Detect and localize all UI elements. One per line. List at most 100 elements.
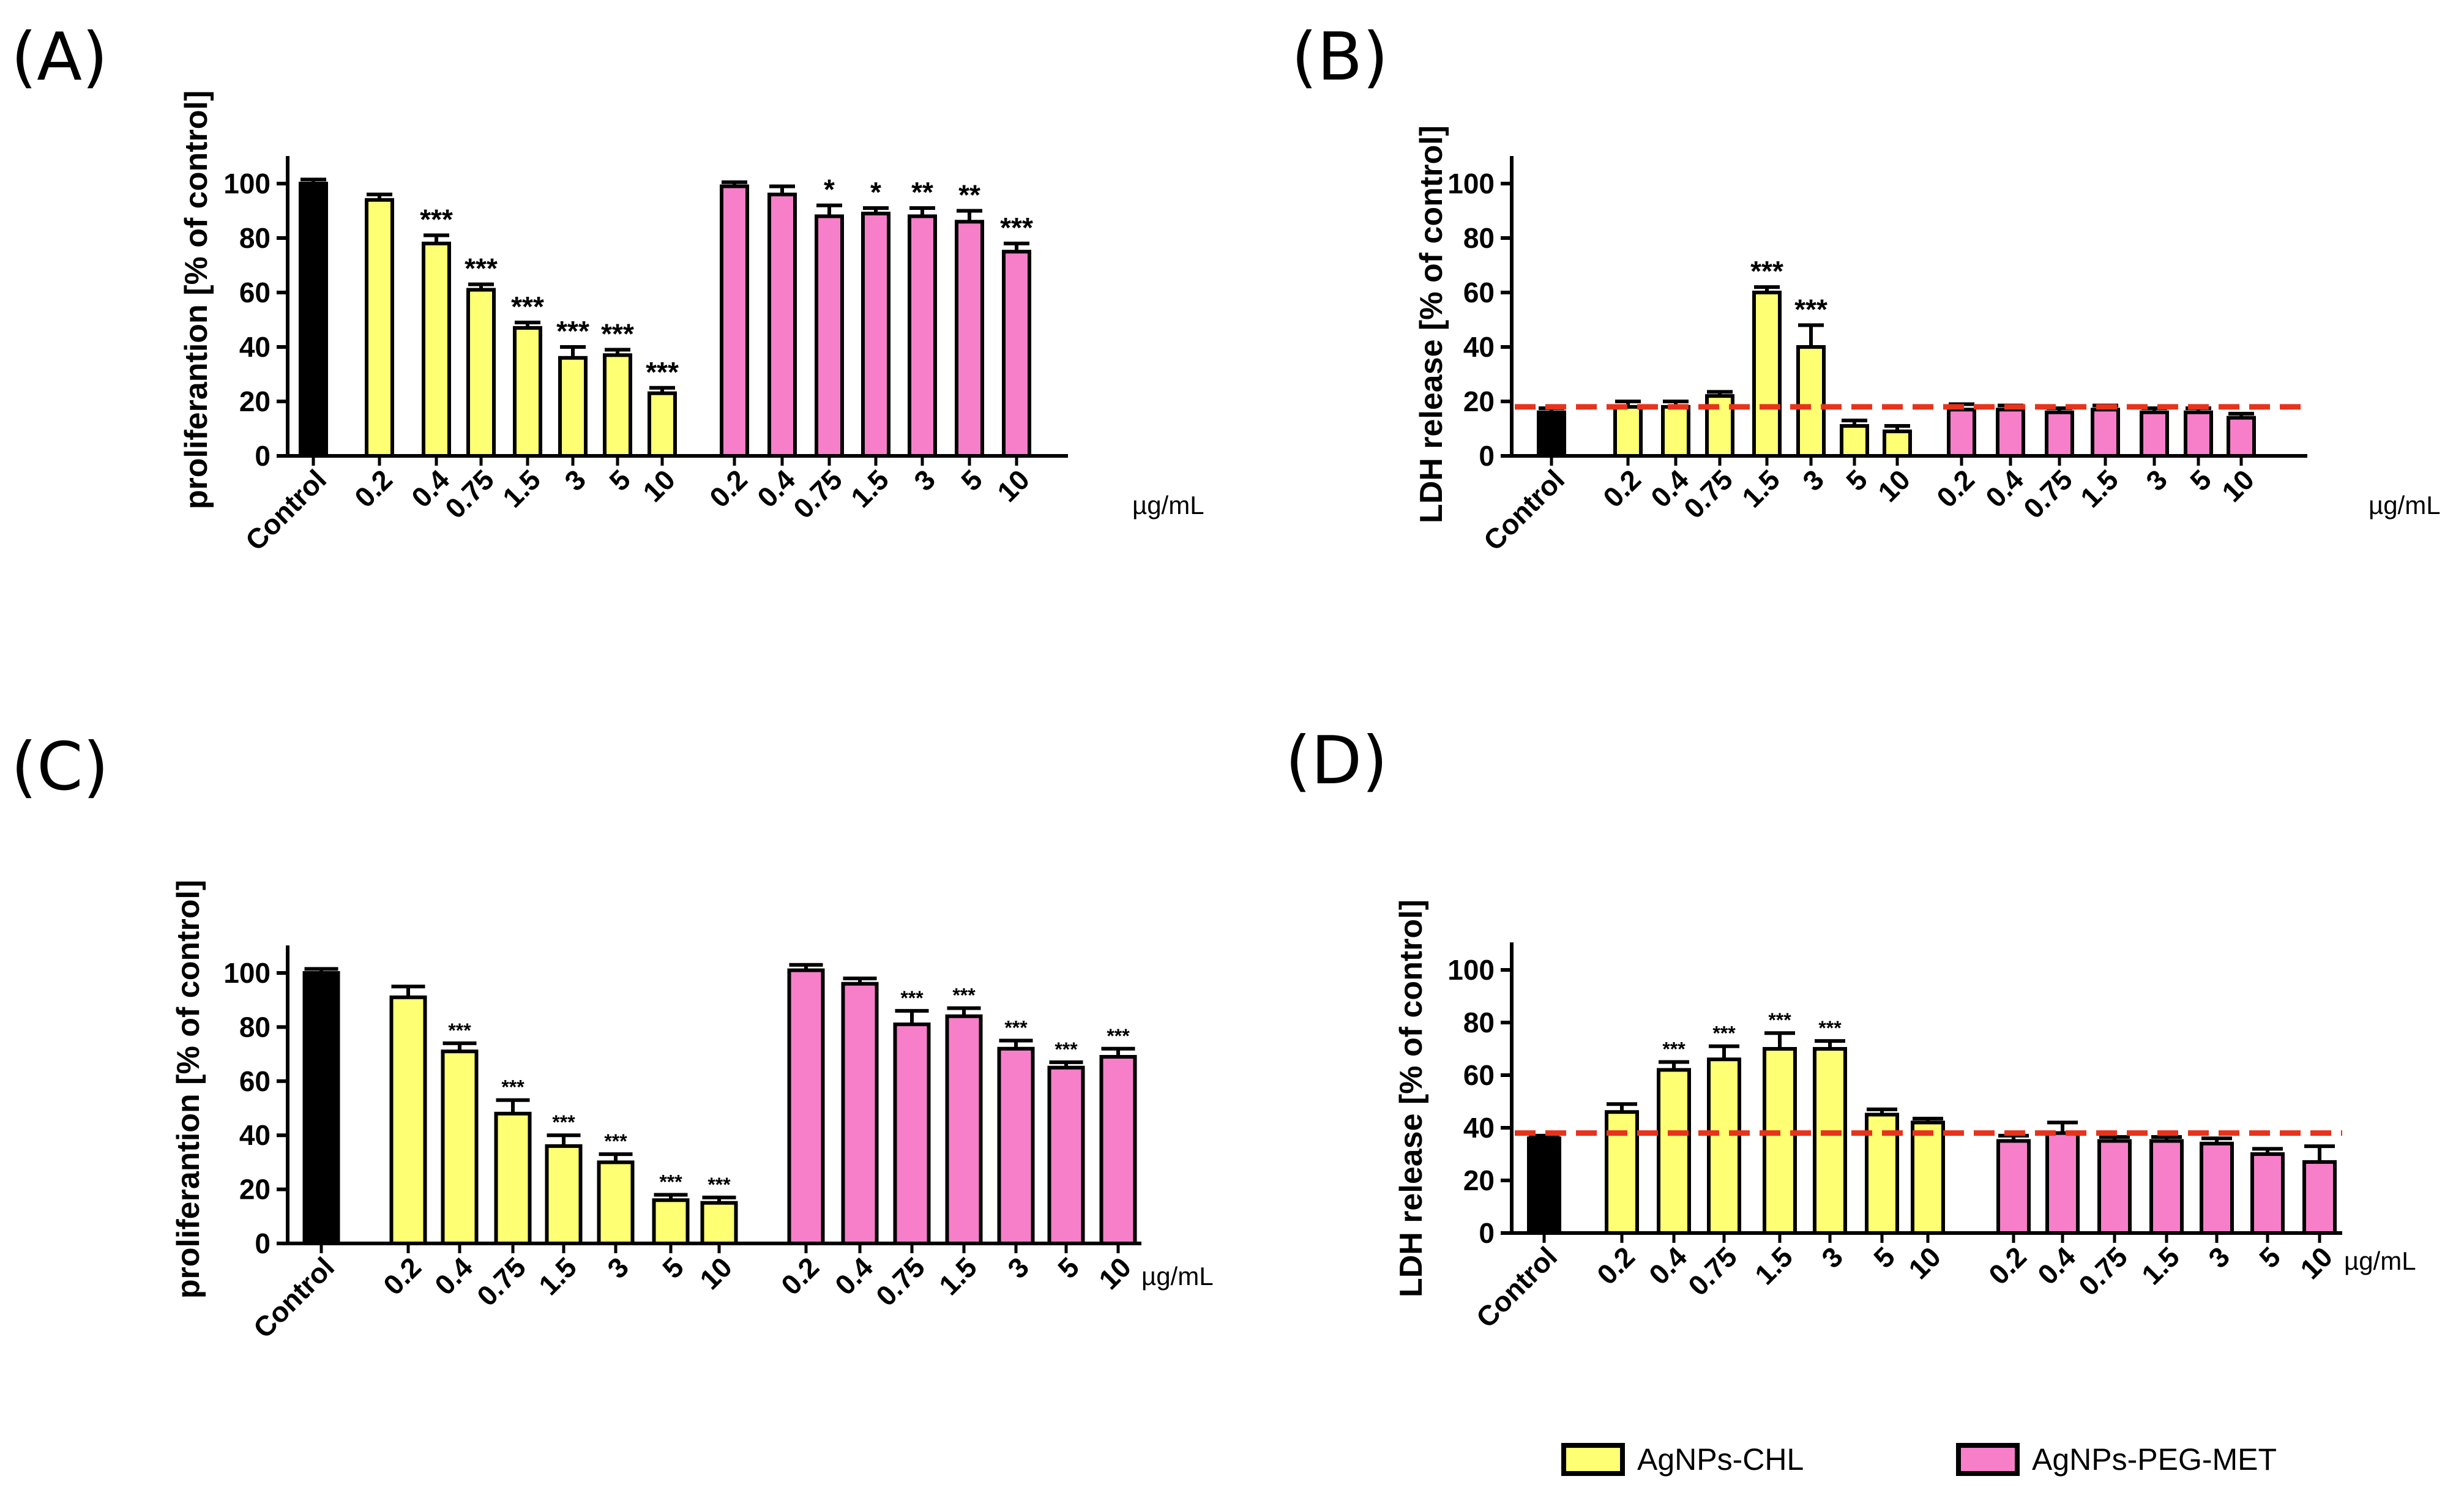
x-tick-label: 1.5 bbox=[532, 1251, 583, 1301]
significance-label: *** bbox=[900, 987, 924, 1009]
bar-control bbox=[299, 182, 328, 458]
x-tick-label: 1.5 bbox=[933, 1251, 983, 1301]
unit-label: µg/mL bbox=[2369, 491, 2441, 520]
y-tick-label: 80 bbox=[1463, 1007, 1495, 1038]
bar-peg bbox=[2140, 410, 2169, 458]
x-tick-label: 3 bbox=[2140, 463, 2173, 497]
x-tick-label: 5 bbox=[656, 1251, 690, 1284]
legend-label-peg: AgNPs-PEG-MET bbox=[2032, 1442, 2277, 1477]
x-tick-label: 0.4 bbox=[428, 1251, 479, 1301]
y-tick-label: 20 bbox=[239, 1174, 271, 1205]
x-tick-label: 10 bbox=[693, 1251, 738, 1295]
y-axis-label: proliferantion [% of control] bbox=[179, 91, 214, 510]
y-tick-label: 0 bbox=[1479, 440, 1495, 472]
significance-label: *** bbox=[448, 1019, 471, 1042]
x-tick-label: 1.5 bbox=[2135, 1240, 2186, 1291]
x-tick-label: Control bbox=[1470, 1240, 1563, 1333]
bar-chl bbox=[558, 356, 588, 458]
bar-peg bbox=[2227, 415, 2256, 458]
bar-chl bbox=[597, 1160, 635, 1246]
legend: AgNPs-CHL AgNPs-PEG-MET bbox=[1561, 1442, 2277, 1477]
bar-peg bbox=[2302, 1160, 2337, 1235]
x-tick-label: 10 bbox=[1092, 1251, 1137, 1295]
bar-peg bbox=[1002, 250, 1031, 458]
significance-label: *** bbox=[646, 356, 679, 388]
bar-peg bbox=[1996, 1139, 2031, 1235]
x-tick-label: 0.2 bbox=[703, 463, 753, 513]
significance-label: * bbox=[824, 174, 835, 206]
x-tick-label: 10 bbox=[2294, 1240, 2339, 1285]
y-tick-label: 20 bbox=[239, 386, 271, 417]
y-tick-label: 100 bbox=[223, 168, 271, 199]
significance-label: *** bbox=[1768, 1009, 1791, 1031]
y-tick-label: 20 bbox=[1463, 1164, 1495, 1196]
x-tick-label: 0.2 bbox=[348, 463, 398, 513]
bar-peg bbox=[2200, 1141, 2234, 1235]
y-axis-label: LDH release [% of control] bbox=[1414, 125, 1449, 523]
x-tick-label: 1.5 bbox=[496, 463, 547, 513]
bar-chl bbox=[700, 1201, 738, 1245]
bar-peg bbox=[2091, 408, 2120, 458]
bar-peg bbox=[2149, 1139, 2184, 1235]
bar-chl bbox=[1763, 1047, 1797, 1235]
bar-chl bbox=[513, 326, 542, 458]
y-tick-label: 40 bbox=[1463, 1112, 1495, 1144]
significance-label: *** bbox=[1000, 212, 1033, 244]
x-tick-label: 5 bbox=[2184, 463, 2217, 497]
bar-peg bbox=[2045, 410, 2074, 458]
x-tick-label: 3 bbox=[1001, 1251, 1035, 1284]
significance-label: *** bbox=[420, 204, 453, 236]
significance-label: *** bbox=[1712, 1023, 1736, 1045]
significance-label: *** bbox=[1818, 1017, 1842, 1039]
bar-chl bbox=[494, 1111, 532, 1245]
bar-chl bbox=[1813, 1047, 1847, 1235]
bar-chl bbox=[422, 241, 451, 458]
x-tick-label: 1.5 bbox=[845, 463, 895, 513]
significance-label: *** bbox=[1662, 1038, 1686, 1060]
y-tick-label: 80 bbox=[239, 222, 271, 254]
y-tick-label: 100 bbox=[1447, 168, 1495, 199]
bar-peg bbox=[1947, 408, 1976, 458]
y-tick-label: 100 bbox=[223, 957, 271, 989]
x-tick-label: 0.2 bbox=[775, 1251, 825, 1301]
bar-chl bbox=[1661, 404, 1690, 458]
y-tick-label: 0 bbox=[255, 1228, 271, 1259]
x-tick-label: 5 bbox=[1051, 1251, 1085, 1284]
legend-swatch-peg bbox=[1956, 1443, 2020, 1476]
bar-peg bbox=[955, 220, 984, 458]
x-tick-label: 3 bbox=[2202, 1240, 2236, 1274]
x-tick-label: 10 bbox=[637, 463, 681, 508]
bar-chl bbox=[1752, 291, 1782, 458]
significance-label: *** bbox=[1750, 255, 1783, 287]
x-tick-label: 3 bbox=[601, 1251, 635, 1284]
significance-label: *** bbox=[556, 315, 589, 347]
x-tick-label: 10 bbox=[1902, 1240, 1947, 1285]
bar-peg bbox=[861, 211, 890, 458]
bar-peg bbox=[997, 1046, 1035, 1245]
bar-chl bbox=[365, 198, 394, 458]
y-tick-label: 40 bbox=[239, 331, 271, 363]
significance-label: *** bbox=[1004, 1017, 1028, 1039]
x-tick-label: 0.4 bbox=[829, 1251, 879, 1301]
y-tick-label: 20 bbox=[1463, 386, 1495, 417]
bar-peg bbox=[2045, 1131, 2080, 1235]
bar-chl bbox=[441, 1049, 479, 1246]
significance-label: *** bbox=[511, 291, 544, 322]
x-tick-label: 0.75 bbox=[870, 1251, 931, 1312]
x-tick-label: Control bbox=[239, 463, 332, 556]
x-tick-label: 5 bbox=[2253, 1240, 2287, 1274]
bar-chl bbox=[1796, 345, 1826, 458]
significance-label: *** bbox=[1794, 293, 1827, 325]
significance-label: *** bbox=[707, 1174, 731, 1196]
unit-label: µg/mL bbox=[1141, 1262, 1214, 1291]
bar-peg bbox=[767, 192, 797, 458]
x-tick-label: 5 bbox=[603, 463, 637, 497]
y-tick-label: 0 bbox=[255, 440, 271, 472]
y-tick-label: 40 bbox=[1463, 331, 1495, 363]
x-tick-label: 0.2 bbox=[1597, 463, 1647, 513]
bar-chl bbox=[1883, 429, 1912, 458]
x-tick-label: 0.2 bbox=[1591, 1240, 1641, 1291]
significance-label: *** bbox=[604, 1130, 627, 1152]
bar-peg bbox=[2184, 410, 2213, 458]
significance-label: *** bbox=[1107, 1025, 1130, 1047]
